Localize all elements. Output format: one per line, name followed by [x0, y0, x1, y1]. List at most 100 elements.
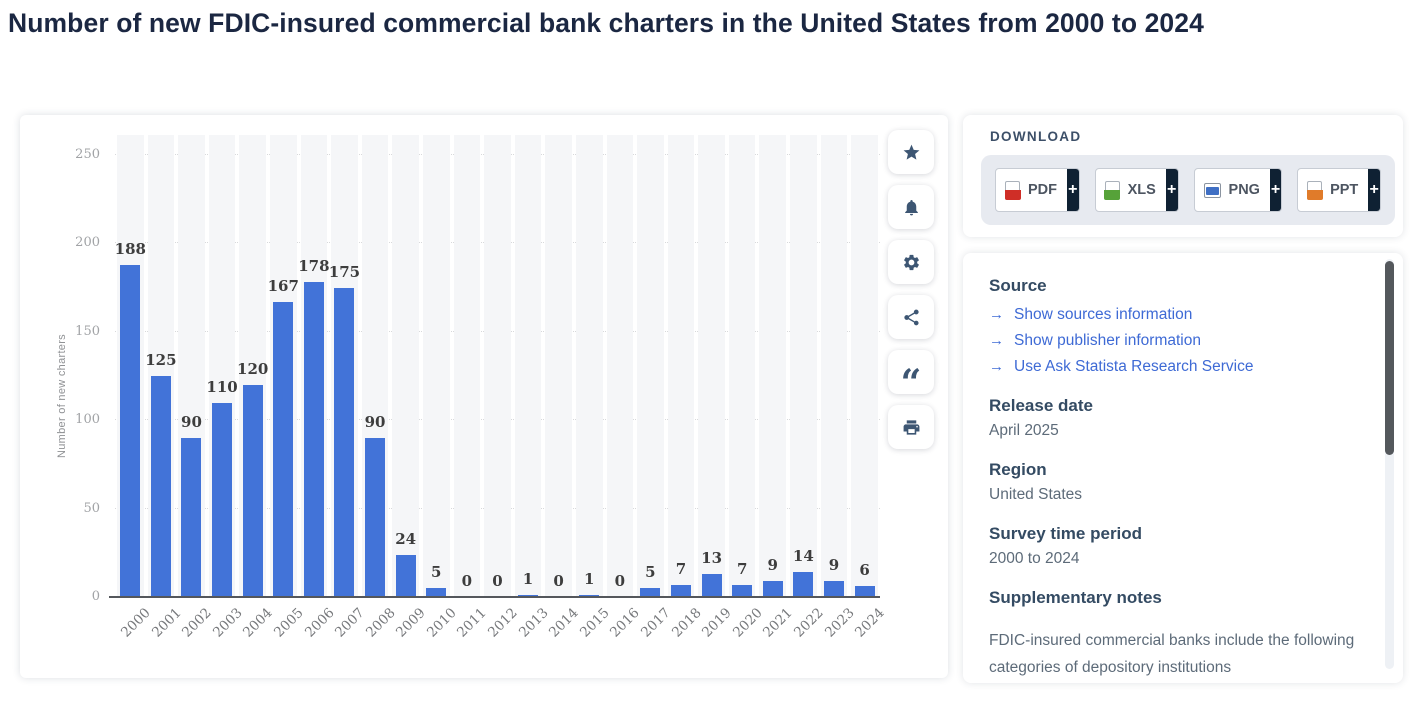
- y-axis: 0 50 100 150 200 250: [20, 135, 108, 604]
- bar-value-label: 188: [114, 239, 146, 258]
- column-stripe: [514, 135, 542, 597]
- link-use-ask-statista-research-service[interactable]: → Use Ask Statista Research Service: [989, 358, 1254, 375]
- bar-slot-2004: 120 2004: [237, 135, 276, 641]
- bar-value-label: 14: [792, 547, 814, 566]
- bar-slot-2016: 0 2016: [605, 135, 643, 641]
- bar-2007[interactable]: [334, 287, 355, 597]
- x-tick-label: 2005: [270, 605, 307, 641]
- bar-slot-2014: 0 2014: [543, 135, 582, 641]
- bar-2006[interactable]: [303, 282, 324, 597]
- bar-2000[interactable]: [120, 264, 141, 597]
- bar-slot-2019: 13 2019: [696, 135, 735, 641]
- column-stripe: [728, 135, 756, 597]
- bar-value-label: 7: [736, 559, 748, 578]
- column-stripe: [422, 135, 450, 597]
- y-tick-label: 200: [75, 235, 100, 251]
- bar-slot-2011: 0 2011: [452, 135, 490, 641]
- bar-slot-2006: 178 2006: [298, 135, 337, 641]
- ppt-file-icon: [1306, 180, 1323, 200]
- chart-card: 0 50 100 150 200 250 Number of new charters 1…: [20, 115, 948, 678]
- bar-2017[interactable]: [640, 588, 661, 597]
- bar-2019[interactable]: [701, 574, 722, 597]
- bar-2018[interactable]: [670, 584, 691, 597]
- bar-slot-2007: 175 2007: [329, 135, 368, 641]
- bar-slot-2012: 0 2012: [482, 135, 521, 641]
- x-tick-label: 2012: [485, 605, 521, 641]
- bar-slot-2003: 110 2003: [206, 135, 245, 641]
- download-ppt-button[interactable]: PPT +: [1297, 168, 1381, 212]
- bar-slot-2001: 125 2001: [145, 135, 184, 641]
- settings-button[interactable]: [888, 240, 934, 284]
- x-tick-label: 2013: [515, 605, 552, 641]
- info-card: Source → Show sources information → Show…: [963, 253, 1403, 683]
- png-file-icon: [1203, 182, 1221, 198]
- favorite-button[interactable]: [888, 130, 934, 174]
- x-tick-label: 2004: [240, 605, 276, 641]
- download-png-button[interactable]: PNG +: [1193, 168, 1283, 212]
- bar-value-label: 9: [828, 556, 840, 575]
- bar-2009[interactable]: [395, 554, 416, 597]
- bar-value-label: 0: [461, 572, 473, 590]
- bar-value-label: 0: [614, 572, 626, 590]
- x-tick-label: 2010: [423, 605, 460, 641]
- link-show-publisher-information[interactable]: → Show publisher information: [989, 332, 1201, 349]
- bar-2001[interactable]: [150, 376, 171, 597]
- bar-2002[interactable]: [181, 437, 202, 597]
- print-button[interactable]: [888, 405, 934, 449]
- bar-value-label: 125: [145, 351, 177, 369]
- survey-period-heading: Survey time period: [989, 524, 1143, 543]
- region-value: United States: [989, 486, 1083, 503]
- download-pdf-button[interactable]: PDF +: [995, 168, 1080, 212]
- bar-2023[interactable]: [823, 581, 844, 597]
- column-stripe: [637, 135, 664, 597]
- column-stripe: [606, 135, 634, 597]
- column-stripe: [484, 135, 511, 597]
- bar-2005[interactable]: [273, 301, 294, 597]
- alerts-button[interactable]: [888, 185, 934, 229]
- bar-2004[interactable]: [242, 384, 263, 597]
- bar-value-label: 110: [206, 377, 238, 396]
- bar-value-label: 7: [675, 559, 687, 578]
- x-tick-label: 2024: [852, 605, 888, 641]
- cite-button[interactable]: “: [888, 350, 934, 401]
- chart-toolbar: “: [888, 130, 934, 449]
- column-stripe: [790, 135, 817, 597]
- download-xls-plus-button[interactable]: +: [1165, 169, 1178, 211]
- scrollbar-track[interactable]: [1385, 259, 1394, 669]
- bar-value-label: 0: [553, 572, 564, 590]
- bar-2003[interactable]: [212, 402, 233, 597]
- supplementary-notes-text: FDIC-insured commercial banks include th…: [989, 632, 1355, 676]
- x-tick-label: 2003: [209, 605, 246, 641]
- bar-slot-2024: 6 2024: [849, 135, 888, 641]
- x-tick-label: 2015: [576, 605, 613, 641]
- bar-slot-2021: 9 2021: [757, 135, 796, 641]
- bar-slot-2017: 5 2017: [635, 135, 674, 641]
- bar-2008[interactable]: [365, 437, 386, 597]
- bar-2022[interactable]: [793, 572, 814, 597]
- survey-period-value: 2000 to 2024: [989, 550, 1080, 567]
- download-png-plus-button[interactable]: +: [1269, 169, 1282, 211]
- download-buttons-box: PDF + XLS + PNG +: [981, 155, 1395, 225]
- bar-slot-2005: 167 2005: [268, 135, 307, 641]
- bar-2024[interactable]: [854, 586, 875, 597]
- x-tick-label: 2017: [638, 605, 674, 641]
- xls-file-icon: [1104, 180, 1121, 200]
- scrollbar-thumb[interactable]: [1385, 261, 1394, 455]
- source-links: → Show sources information → Show publis…: [989, 306, 1357, 376]
- bar-value-label: 120: [237, 359, 269, 378]
- share-button[interactable]: [888, 295, 934, 339]
- download-ppt-plus-button[interactable]: +: [1368, 169, 1380, 211]
- bar-value-label: 5: [645, 563, 656, 582]
- bar-2010[interactable]: [426, 588, 447, 597]
- bar-2021[interactable]: [762, 581, 783, 597]
- arrow-icon: →: [989, 332, 1004, 349]
- column-stripe: [851, 135, 878, 597]
- bar-slot-2002: 90 2002: [176, 135, 215, 641]
- bar-value-label: 1: [583, 570, 595, 589]
- link-show-sources-information[interactable]: → Show sources information: [989, 306, 1193, 323]
- bar-slot-2023: 9 2023: [819, 135, 857, 641]
- download-pdf-plus-button[interactable]: +: [1067, 169, 1079, 211]
- bar-value-label: 178: [298, 257, 330, 276]
- bar-2020[interactable]: [732, 584, 753, 597]
- download-xls-button[interactable]: XLS +: [1094, 168, 1179, 212]
